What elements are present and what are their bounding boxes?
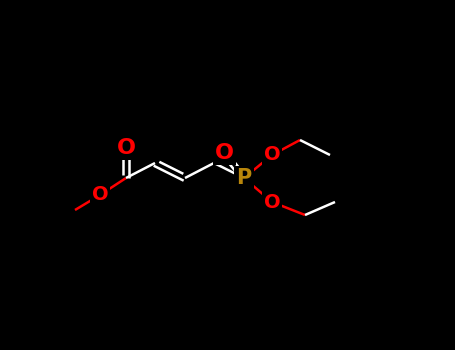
- Text: O: O: [116, 138, 136, 158]
- Text: P: P: [237, 168, 252, 188]
- Text: O: O: [264, 146, 280, 164]
- Text: O: O: [92, 186, 108, 204]
- Text: O: O: [214, 143, 233, 163]
- Text: O: O: [264, 193, 280, 211]
